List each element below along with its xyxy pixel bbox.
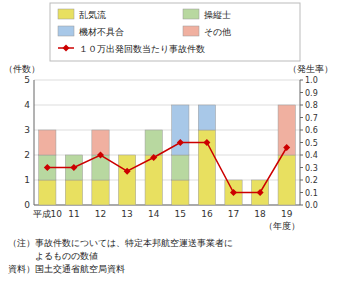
rate-marker <box>124 168 131 175</box>
axes: 0123450.00.10.20.30.40.50.60.70.80.91.0平… <box>24 75 317 219</box>
bar <box>118 155 135 156</box>
y-axis-label: （件数） <box>4 64 40 74</box>
bar <box>251 180 268 181</box>
x-tick-label: 平成10 <box>33 209 63 219</box>
x-tick-label: 18 <box>254 209 266 219</box>
legend-label: 操縦士 <box>204 10 231 20</box>
rate-marker <box>203 139 210 146</box>
rate-marker <box>177 139 184 146</box>
x-tick-label: 15 <box>175 209 186 219</box>
bar <box>92 130 109 155</box>
bar <box>145 130 162 155</box>
rate-marker <box>150 154 157 161</box>
rate-marker <box>257 189 264 196</box>
y2-tick-label: 0.1 <box>305 189 318 198</box>
y2-tick-label: 0.6 <box>305 126 318 135</box>
bar <box>145 130 162 131</box>
bar <box>39 180 56 205</box>
y-axis <box>34 80 35 205</box>
y2-tick-label: 0.0 <box>305 201 318 210</box>
note: （注）事故件数については、特定本邦航空運送事業者に <box>8 238 233 248</box>
y-tick-label: 3 <box>24 125 30 135</box>
bar <box>39 130 56 155</box>
rate-marker <box>44 164 51 171</box>
bar <box>65 180 82 205</box>
note: よるものの数値 <box>8 251 98 261</box>
y2-tick-label: 0.3 <box>305 164 318 173</box>
x-tick-label: 13 <box>121 209 132 219</box>
legend-swatch <box>183 26 199 36</box>
bar <box>172 105 189 155</box>
note: 資料）国土交通省航空局資料 <box>8 264 125 274</box>
y-tick-label: 0 <box>24 200 30 210</box>
y2-tick-label: 0.8 <box>305 101 318 110</box>
grid-line <box>34 130 300 131</box>
bar <box>251 180 268 181</box>
legend-swatch <box>58 9 74 19</box>
y-tick-label: 2 <box>24 150 30 160</box>
legend-swatch <box>183 9 199 19</box>
x-tick-label: 14 <box>148 209 160 219</box>
bar <box>172 105 189 106</box>
bar <box>65 155 82 156</box>
bar <box>145 155 162 205</box>
legend-label: １０万出発回数当たり事故件数 <box>79 44 205 54</box>
x-tick-label: 17 <box>228 209 239 219</box>
legend-label: その他 <box>204 27 231 37</box>
legend-label: 機材不具合 <box>79 27 124 37</box>
legend-label: 乱気流 <box>79 10 106 20</box>
bar <box>198 130 215 205</box>
legend: 乱気流 操縦士機材不具合 その他 １０万出発回数当たり事故件数 <box>50 3 300 61</box>
rate-marker <box>97 152 104 159</box>
x-tick-label: 12 <box>95 209 106 219</box>
bar <box>278 155 295 205</box>
bar <box>251 180 268 181</box>
bar <box>172 155 189 180</box>
bar <box>92 180 109 205</box>
y2-axis-label: （発生率） <box>288 64 333 74</box>
y-tick-label: 4 <box>24 100 30 110</box>
bar <box>198 105 215 106</box>
legend-box <box>50 3 300 61</box>
x-tick-label: 19 <box>281 209 293 219</box>
y2-tick-label: 1.0 <box>305 76 318 85</box>
legend-marker <box>63 45 70 52</box>
rate-line <box>47 143 286 193</box>
y2-tick-label: 0.2 <box>305 176 318 185</box>
legend-swatch <box>58 26 74 36</box>
grid-line <box>34 80 300 81</box>
bar <box>118 155 135 205</box>
rate-marker <box>283 144 290 151</box>
grid-line <box>34 105 300 106</box>
y2-tick-label: 0.4 <box>305 151 318 160</box>
y2-tick-label: 0.9 <box>305 89 318 98</box>
chart: 0123450.00.10.20.30.40.50.60.70.80.91.0平… <box>0 0 337 286</box>
bar <box>172 180 189 205</box>
x-tick-label: 11 <box>68 209 79 219</box>
y-tick-label: 1 <box>24 175 30 185</box>
y-tick-label: 5 <box>24 75 30 85</box>
marks <box>39 105 296 205</box>
bar <box>145 130 162 131</box>
bar <box>118 155 135 156</box>
x-tick-label: 16 <box>201 209 213 219</box>
rate-marker <box>230 189 237 196</box>
y2-tick-label: 0.7 <box>305 114 318 123</box>
y2-axis <box>300 80 301 205</box>
bar <box>278 105 295 155</box>
rate-marker <box>70 164 77 171</box>
bar <box>65 155 82 156</box>
bar <box>198 105 215 130</box>
y2-tick-label: 0.5 <box>305 139 318 148</box>
bar <box>118 155 135 156</box>
x-axis-label: （年度） <box>264 221 300 231</box>
